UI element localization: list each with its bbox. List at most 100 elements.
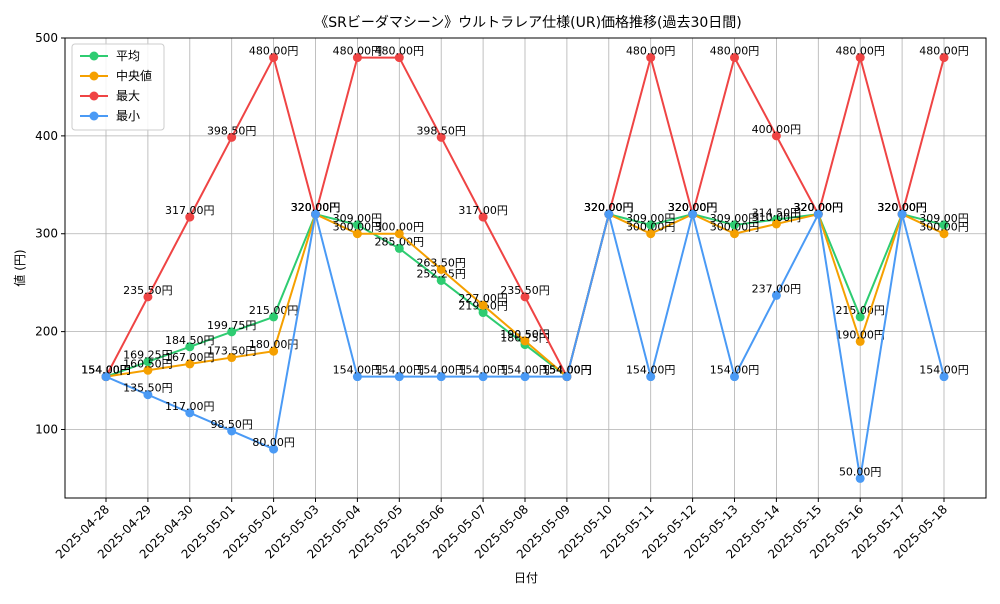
data-point: [855, 336, 865, 346]
data-label: 320.00円: [668, 201, 718, 214]
data-label: 320.00円: [668, 201, 718, 214]
data-label: 480.00円: [333, 45, 383, 58]
data-label: 400.00円: [752, 123, 802, 136]
data-point: [688, 209, 698, 219]
data-point: [939, 229, 949, 239]
x-axis-label: 日付: [514, 571, 538, 585]
data-point: [311, 209, 320, 219]
data-label: 154.00円: [333, 364, 383, 377]
data-label: 300.00円: [919, 221, 969, 234]
data-point: [939, 372, 949, 382]
data-point: [646, 220, 656, 230]
data-label: 154.00円: [542, 364, 592, 377]
data-point: [771, 219, 781, 229]
data-point: [227, 327, 237, 337]
data-label: 154.00円: [458, 364, 508, 377]
data-point: [101, 372, 111, 382]
data-label: 154.00円: [375, 364, 425, 377]
data-point: [352, 372, 362, 382]
data-point: [855, 312, 865, 322]
data-label: 190.50円: [500, 328, 550, 341]
data-label: 98.50円: [210, 418, 253, 431]
series-3: 154.00円 135.50円 117.00円 98.50円 80.00円 320.00円…: [81, 201, 969, 483]
plot-area: [65, 38, 986, 498]
data-label: 320.00円: [877, 201, 927, 214]
data-point: [730, 229, 739, 239]
data-label: 320.00円: [668, 201, 718, 214]
data-label: 173.50円: [207, 345, 257, 358]
data-label: 320.00円: [291, 201, 341, 214]
legend-label: 最小: [116, 109, 140, 123]
data-label: 180.00円: [249, 338, 299, 351]
data-point: [436, 372, 446, 382]
data-label: 80.00円: [252, 436, 295, 449]
data-label: 480.00円: [919, 45, 969, 58]
data-point: [269, 444, 279, 454]
data-label: 154.00円: [919, 364, 969, 377]
data-label: 480.00円: [249, 45, 299, 58]
data-point: [520, 336, 530, 346]
data-label: 320.00円: [291, 201, 341, 214]
data-label: 50.00円: [839, 465, 882, 478]
data-label: 317.00円: [458, 204, 508, 217]
legend-label: 平均: [116, 49, 140, 63]
data-label: 320.00円: [584, 201, 634, 214]
data-point: [394, 243, 404, 253]
data-label: 154.00円: [81, 364, 131, 377]
data-point: [352, 220, 362, 230]
data-label: 154.00円: [416, 364, 466, 377]
data-point: [855, 473, 865, 483]
legend-marker: [89, 91, 99, 101]
data-label: 309.00円: [919, 212, 969, 225]
data-point: [771, 290, 781, 300]
data-label: 320.00円: [794, 201, 844, 214]
data-label: 320.00円: [668, 201, 718, 214]
data-point: [478, 212, 488, 222]
data-point: [436, 264, 446, 274]
y-tick-label: 500: [35, 31, 58, 45]
data-label: 154.00円: [626, 364, 676, 377]
data-label: 320.00円: [794, 201, 844, 214]
data-label: 320.00円: [794, 201, 844, 214]
data-point: [730, 53, 739, 63]
data-point: [143, 357, 153, 367]
data-point: [478, 308, 488, 318]
data-label: 154.00円: [500, 364, 550, 377]
data-label: 160.50円: [123, 357, 173, 370]
chart-title: 《SRビーダマシーン》ウルトラレア仕様(UR)価格推移(過去30日間): [314, 15, 742, 31]
data-label: 320.00円: [584, 201, 634, 214]
data-point: [227, 132, 237, 142]
data-label: 480.00円: [626, 45, 676, 58]
y-tick-label: 300: [35, 227, 58, 241]
data-label: 154.00円: [542, 364, 592, 377]
data-label: 263.50円: [416, 256, 466, 269]
y-axis-label: 値 (円): [12, 249, 27, 286]
data-point: [352, 229, 362, 239]
y-tick-label: 100: [35, 422, 58, 436]
data-point: [143, 292, 153, 302]
data-point: [436, 275, 446, 285]
data-label: 300.00円: [626, 221, 676, 234]
data-label: 309.00円: [710, 212, 760, 225]
data-label: 314.50円: [752, 207, 802, 220]
data-label: 237.00円: [752, 282, 802, 295]
data-point: [939, 220, 949, 230]
data-point: [269, 312, 279, 322]
legend-marker: [89, 51, 99, 61]
data-point: [939, 53, 949, 63]
series-1: 154.00円160.50円167.00円173.50円180.00円320.0…: [81, 201, 969, 382]
legend-marker: [89, 111, 99, 121]
data-label: 480.00円: [375, 45, 425, 58]
data-point: [520, 372, 530, 382]
data-point: [730, 220, 739, 230]
data-point: [646, 229, 656, 239]
data-point: [185, 212, 195, 222]
data-label: 215.00円: [835, 304, 885, 317]
data-point: [185, 359, 195, 369]
data-label: 184.50円: [165, 334, 215, 347]
data-point: [227, 353, 237, 363]
data-label: 154.00円: [81, 364, 131, 377]
